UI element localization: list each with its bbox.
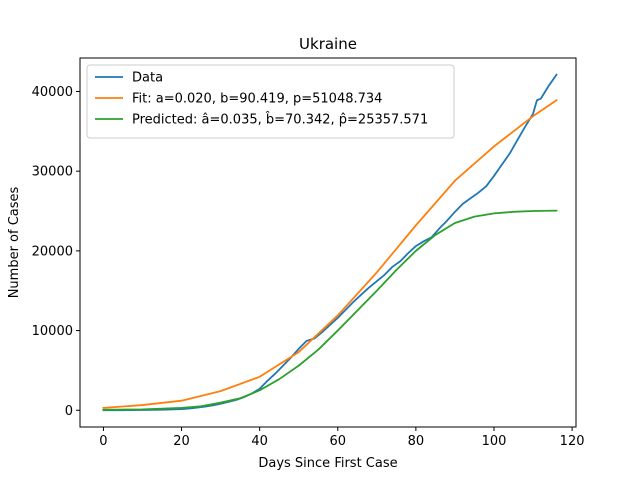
legend-box: [86, 64, 455, 139]
axes-frame: [79, 57, 577, 428]
y-tick-label: 20000: [32, 244, 73, 259]
legend-label-2: Predicted: â=0.035, b̂=70.342, p̂=25357.…: [132, 112, 428, 127]
chart-title: Ukraine: [299, 35, 357, 53]
legend: Data Fit: a=0.020, b=90.419, p=51048.734 P…: [86, 64, 455, 139]
legend-label-1: Fit: a=0.020, b=90.419, p=51048.734: [132, 92, 382, 107]
x-axis-label: Days Since First Case: [258, 456, 397, 471]
y-tick-label: 30000: [32, 165, 73, 180]
x-tick-label: 120: [560, 434, 585, 449]
series-line-0: [102, 73, 558, 412]
y-axis-label: Number of Cases: [7, 186, 22, 298]
series-line-1: [102, 98, 558, 409]
y-tick-label: 40000: [32, 85, 73, 100]
y-tick-label: 0: [65, 404, 73, 419]
legend-entries: Data Fit: a=0.020, b=90.419, p=51048.734 P…: [95, 71, 428, 128]
series-layer: [102, 73, 558, 412]
x-axis-ticks: 0 20 40 60 80 100 120: [99, 427, 585, 449]
x-tick-label: 40: [251, 434, 268, 449]
series-line-2: [102, 209, 558, 411]
y-tick-label: 10000: [32, 324, 73, 339]
legend-label-0: Data: [132, 71, 163, 86]
x-tick-label: 20: [173, 434, 190, 449]
x-tick-label: 100: [482, 434, 507, 449]
x-tick-label: 0: [99, 434, 107, 449]
x-tick-label: 80: [408, 434, 425, 449]
x-tick-label: 60: [329, 434, 346, 449]
y-axis-ticks: 0 10000 20000 30000 40000: [32, 85, 80, 419]
